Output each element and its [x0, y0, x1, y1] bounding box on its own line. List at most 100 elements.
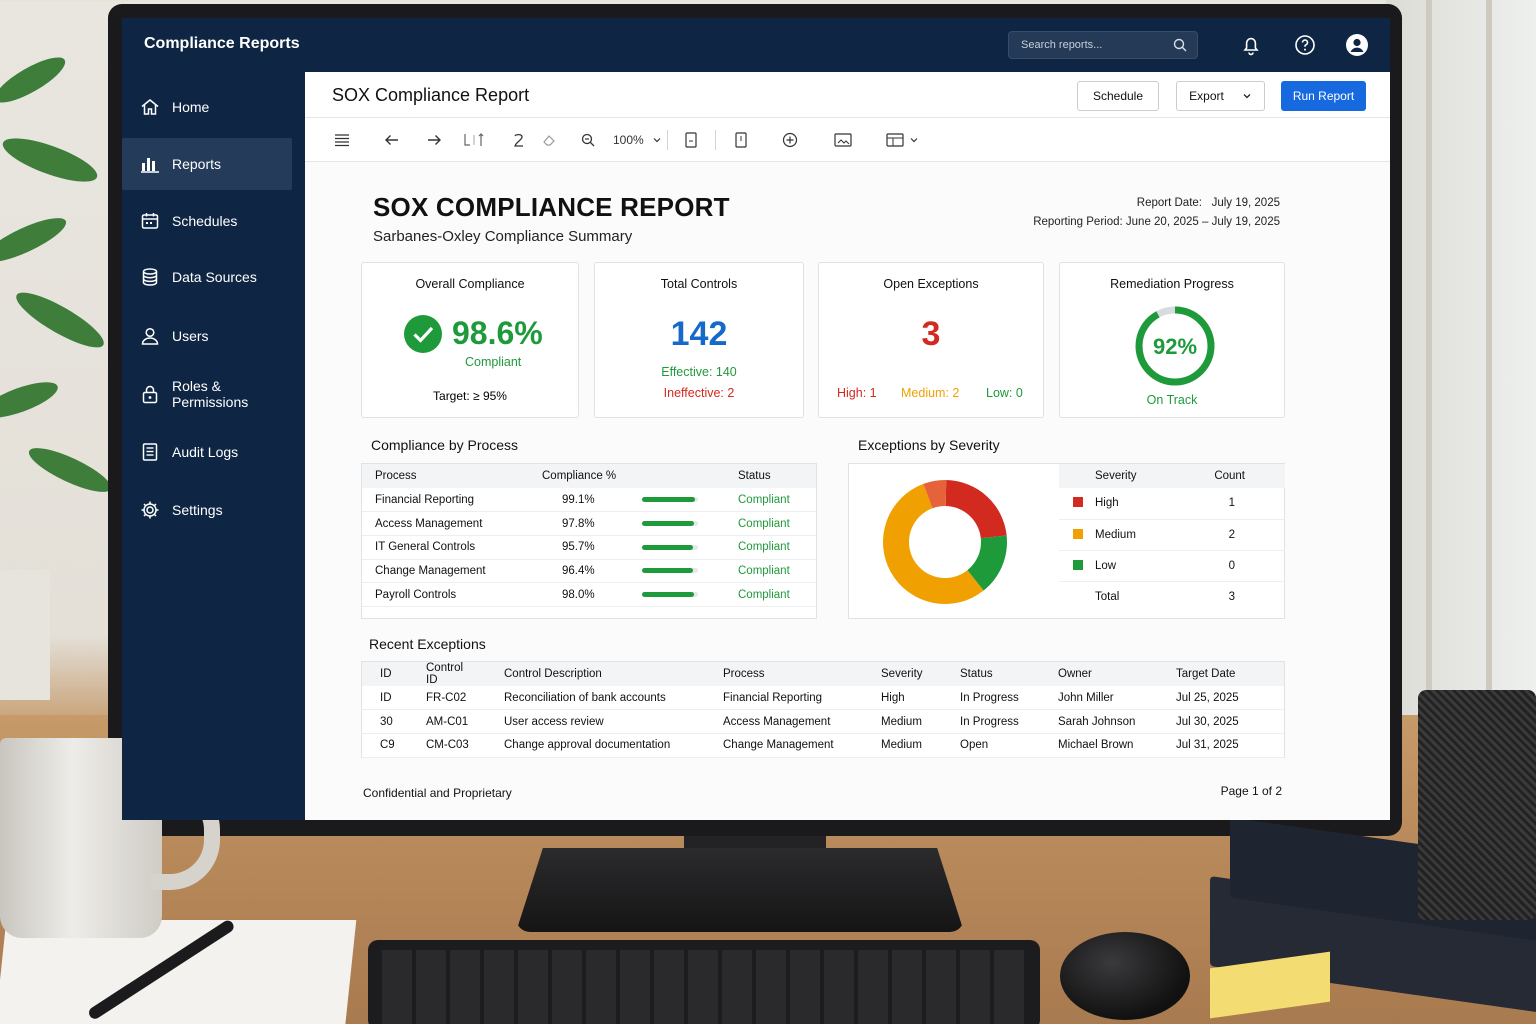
database-icon: [142, 268, 158, 286]
gear-icon: [141, 501, 159, 519]
table-row[interactable]: Payroll Controls 98.0% Compliant: [362, 582, 816, 607]
low-count: Low: 0: [986, 386, 1023, 400]
page-indicator: Page 1 of 2: [1220, 784, 1282, 798]
app-title: Compliance Reports: [144, 35, 300, 52]
overall-status: Compliant: [465, 355, 522, 369]
zoom-icon[interactable]: [579, 131, 597, 149]
process-name: Change Management: [362, 559, 532, 584]
plant-decoration: [0, 57, 112, 700]
table-cell: Jul 31, 2025: [1158, 733, 1284, 758]
schedule-button[interactable]: Schedule: [1077, 81, 1159, 111]
process-name: Financial Reporting: [362, 488, 532, 513]
layout-select[interactable]: [885, 131, 919, 149]
arrow-left-icon[interactable]: [383, 131, 401, 149]
table-cell: Financial Reporting: [705, 686, 863, 711]
search-box[interactable]: [1008, 31, 1198, 59]
table-cell: Medium: [863, 709, 942, 734]
main-content: SOX Compliance Report Schedule Export Ru…: [305, 72, 1390, 820]
redo-icon[interactable]: [511, 131, 527, 149]
table-cell: AM-C01: [408, 709, 486, 734]
severity-panel: Severity Count High 1 Medium 2 Low 0 Total 3: [848, 463, 1285, 619]
exceptions-table-panel: ID Control ID Control Description Process Se…: [361, 661, 1285, 758]
status-text: Compliant: [708, 488, 816, 513]
severity-count: 1: [1176, 488, 1285, 520]
remediation-status: On Track: [1146, 393, 1198, 407]
table-row[interactable]: Access Management 97.8% Compliant: [362, 511, 816, 536]
remediation-progress-ring: [1135, 306, 1215, 386]
sort-icon[interactable]: [461, 131, 493, 149]
legend-swatch: [1073, 559, 1083, 570]
column-header: Process: [705, 662, 863, 686]
bell-icon[interactable]: [1239, 33, 1263, 57]
card-title: Remediation Progress: [1110, 277, 1234, 291]
sidebar-item-settings[interactable]: Settings: [122, 484, 292, 536]
table-cell: Change Management: [705, 733, 863, 758]
table-row[interactable]: 30 AM-C01 User access review Access Managem…: [362, 709, 1284, 734]
search-input[interactable]: [1009, 32, 1169, 58]
accent-slice: [923, 480, 947, 509]
page-title: SOX Compliance Report: [332, 85, 530, 105]
arrow-right-icon[interactable]: [425, 131, 443, 149]
table-row[interactable]: Financial Reporting 99.1% Compliant: [362, 488, 816, 513]
column-header: ID: [362, 662, 408, 686]
sidebar-item-home[interactable]: Home: [122, 81, 292, 133]
column-header: Control ID: [408, 662, 486, 686]
export-button[interactable]: Export: [1176, 81, 1265, 111]
table-cell: In Progress: [942, 686, 1040, 711]
sidebar-item-label: Reports: [172, 156, 222, 172]
user-avatar-icon[interactable]: [1345, 33, 1369, 57]
compliance-bar-fill: [642, 521, 694, 527]
app-screen: Compliance Reports Home Reports Schedule…: [122, 18, 1390, 820]
sidebar-item-roles[interactable]: Roles & Permissions: [122, 368, 292, 420]
high-slice: [945, 480, 1007, 539]
sidebar-item-label: Home: [172, 99, 210, 115]
page-header: SOX Compliance Report Schedule Export Ru…: [305, 72, 1390, 118]
table-row[interactable]: C9 CM-C03 Change approval documentation Cha…: [362, 733, 1284, 758]
zoom-select[interactable]: 100%: [613, 131, 662, 149]
page-icon[interactable]: [683, 131, 699, 149]
table-row[interactable]: ID FR-C02 Reconciliation of bank accounts F…: [362, 686, 1284, 711]
table-row[interactable]: IT General Controls 95.7% Compliant: [362, 535, 816, 560]
pen-cup: [1418, 690, 1536, 920]
run-report-button[interactable]: Run Report: [1281, 81, 1366, 111]
eraser-icon[interactable]: [541, 131, 557, 149]
process-name: Payroll Controls: [362, 582, 532, 607]
column-header: Process: [362, 464, 532, 488]
process-table: Process Compliance % Status Financial Re…: [362, 464, 816, 607]
image-icon[interactable]: [833, 131, 853, 149]
total-controls-card: Total Controls 142 Effective: 140 Ineffe…: [594, 262, 804, 418]
help-icon[interactable]: [1293, 33, 1317, 57]
column-header: Compliance %: [532, 464, 632, 488]
compliance-bar: [632, 488, 708, 513]
sidebar-item-label: Schedules: [172, 213, 238, 229]
table-cell: Reconciliation of bank accounts: [486, 686, 705, 711]
sidebar-item-schedules[interactable]: Schedules: [122, 195, 292, 247]
bookmark-icon[interactable]: [733, 131, 749, 149]
remediation-value: 92%: [1152, 334, 1198, 359]
table-cell: High: [863, 686, 942, 711]
table-row[interactable]: Change Management 96.4% Compliant: [362, 559, 816, 584]
report-date: Report Date: July 19, 2025: [1137, 197, 1280, 209]
compliance-pct: 98.0%: [532, 582, 632, 607]
column-header: Severity: [863, 662, 942, 686]
process-section-title: Compliance by Process: [371, 437, 519, 453]
sidebar-item-reports[interactable]: Reports: [122, 138, 292, 190]
report-subtitle: Sarbanes-Oxley Compliance Summary: [373, 228, 633, 245]
report-title: SOX COMPLIANCE REPORT: [373, 192, 730, 222]
table-row: High 1: [1059, 488, 1285, 520]
sidebar-item-data-sources[interactable]: Data Sources: [122, 251, 292, 303]
legend-swatch: [1073, 528, 1083, 539]
zoom-level: 100%: [613, 133, 644, 147]
table-cell: FR-C02: [408, 686, 486, 711]
sidebar-item-users[interactable]: Users: [122, 310, 292, 362]
sidebar-item-audit-logs[interactable]: Audit Logs: [122, 426, 292, 478]
menu-icon[interactable]: [333, 131, 351, 149]
column-header: Status: [708, 464, 816, 488]
total-count: 3: [1228, 590, 1235, 603]
compliance-pct: 99.1%: [532, 488, 632, 513]
report-date-label: Report Date:: [1136, 197, 1202, 209]
legend-swatch: [1073, 497, 1083, 508]
card-title: Overall Compliance: [415, 277, 525, 291]
search-icon[interactable]: [1173, 38, 1187, 52]
add-icon[interactable]: [781, 131, 799, 149]
